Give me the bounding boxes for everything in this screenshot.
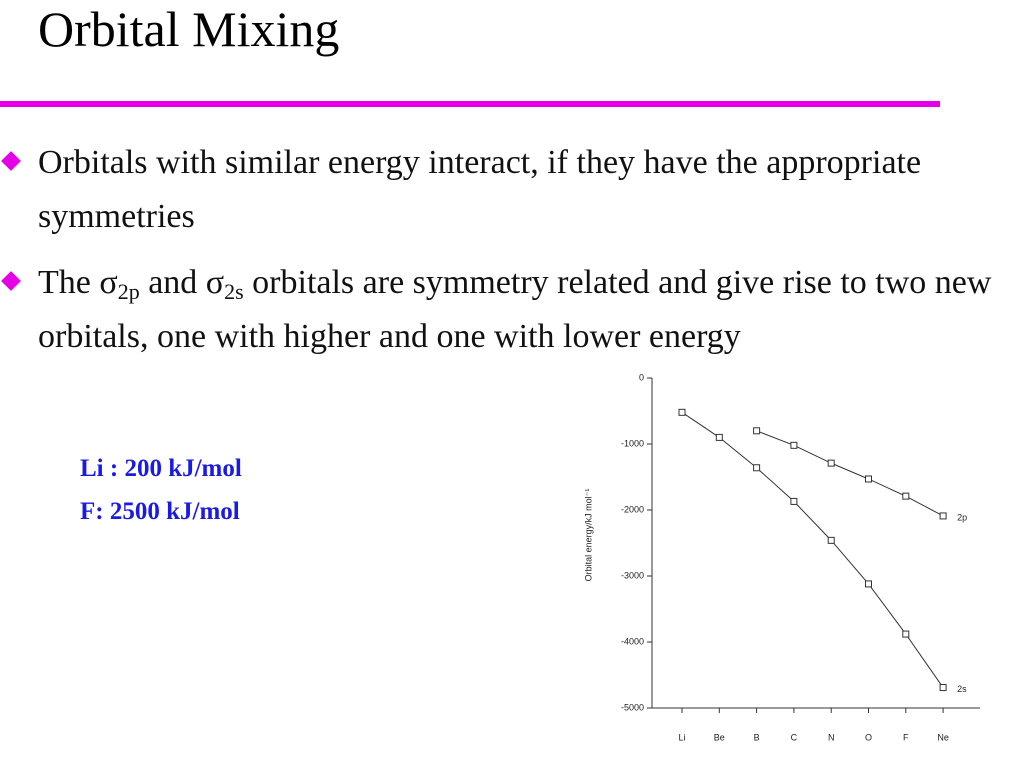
subscript: 2s	[224, 279, 244, 304]
note: Li : 200 kJ/mol	[80, 455, 242, 482]
x-tick-label: C	[791, 732, 798, 742]
bullet: Orbitals with similar energy interact, i…	[1, 136, 1018, 244]
data-point	[790, 441, 798, 449]
data-point	[902, 630, 910, 638]
y-axis-label: Orbital energy/kJ mol⁻¹	[583, 489, 593, 582]
title-rule	[0, 101, 940, 107]
data-point	[715, 433, 723, 441]
data-point	[865, 475, 872, 483]
y-tick-label: -1000	[621, 438, 644, 448]
data-point	[827, 459, 835, 467]
series-line	[681, 411, 944, 688]
series-label: 2p	[957, 512, 967, 522]
y-tick-label: -5000	[621, 702, 644, 712]
x-tick-label: Ne	[937, 732, 949, 742]
data-point	[939, 512, 947, 520]
data-point	[790, 497, 798, 505]
note: F: 2500 kJ/mol	[80, 498, 240, 525]
series-label: 2s	[957, 684, 967, 694]
bullet-text: σ	[99, 264, 118, 301]
subscript: 2p	[117, 279, 140, 304]
bullet-text: σ	[205, 264, 225, 301]
bullet-text: The	[38, 264, 100, 301]
data-point	[939, 684, 947, 692]
x-tick-label: O	[865, 732, 872, 742]
data-point	[753, 427, 761, 435]
y-tick-label: -4000	[621, 636, 644, 646]
data-point	[865, 580, 872, 588]
x-tick-label: Be	[714, 732, 725, 742]
data-point	[753, 464, 761, 472]
x-tick-label: B	[754, 732, 760, 742]
series-line	[756, 430, 944, 517]
data-point	[678, 408, 686, 416]
bullet-text: and	[139, 264, 206, 301]
bullet-text: Orbitals with similar energy interact, i…	[38, 144, 922, 235]
bullet: The σ2p and σ2s orbitals are symmetry re…	[1, 256, 1018, 364]
x-tick-label: Li	[678, 732, 685, 742]
data-point	[827, 536, 835, 544]
slide-title: Orbital Mixing	[38, 1, 340, 57]
x-tick-label: N	[828, 732, 835, 742]
bullet-text: orbitals are symmetry related and give r…	[38, 264, 992, 355]
y-tick-label: -3000	[621, 570, 644, 580]
x-tick-label: F	[903, 732, 909, 742]
data-point	[902, 492, 910, 500]
y-tick-label: 0	[639, 372, 644, 382]
y-tick-label: -2000	[621, 504, 644, 514]
